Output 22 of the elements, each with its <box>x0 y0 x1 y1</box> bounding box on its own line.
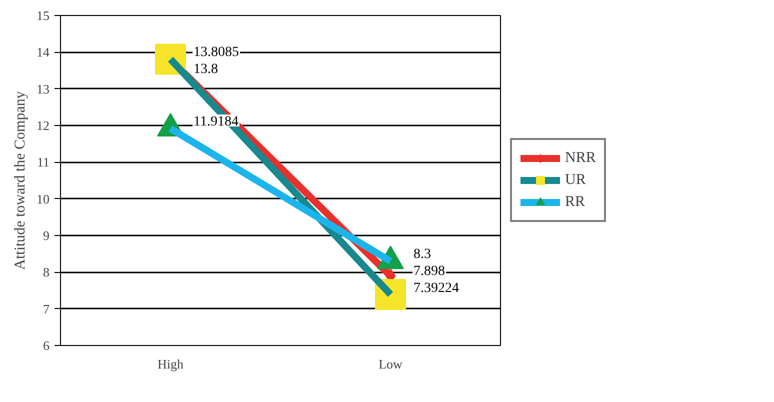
y-tick-label: 12 <box>36 118 50 133</box>
x-tick-label: Low <box>378 356 404 372</box>
y-tick-label: 15 <box>36 8 50 23</box>
data-label: 7.898 <box>414 264 445 280</box>
data-label: 11.9184 <box>194 114 238 130</box>
y-tick-label: 10 <box>36 191 50 206</box>
legend-label: UR <box>565 172 586 188</box>
x-tick-label: High <box>158 356 184 372</box>
data-label: 13.8 <box>194 62 218 78</box>
legend-label: NRR <box>565 150 596 166</box>
y-tick-label: 6 <box>43 338 50 353</box>
y-axis-title: Attitude toward the Company <box>12 90 28 270</box>
y-tick-label: 8 <box>43 264 50 280</box>
legend-label: RR <box>565 194 586 210</box>
data-label: 8.3 <box>414 247 431 262</box>
data-label: 7.39224 <box>414 281 459 296</box>
data-label: 13.8085 <box>194 45 239 60</box>
y-tick-label: 13 <box>36 81 50 96</box>
y-tick-label: 14 <box>36 44 50 60</box>
y-tick-label: 11 <box>36 154 50 170</box>
y-tick-label: 9 <box>43 228 50 243</box>
y-tick-label: 7 <box>43 301 50 316</box>
